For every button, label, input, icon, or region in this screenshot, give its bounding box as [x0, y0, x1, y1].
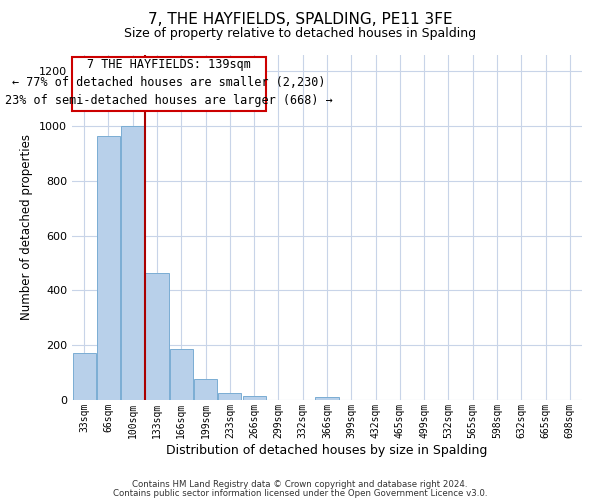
Y-axis label: Number of detached properties: Number of detached properties: [20, 134, 34, 320]
Bar: [194, 380, 217, 400]
FancyBboxPatch shape: [73, 57, 266, 111]
Bar: [218, 393, 241, 400]
Bar: [97, 136, 120, 400]
Bar: [73, 354, 95, 400]
Text: Contains HM Land Registry data © Crown copyright and database right 2024.: Contains HM Land Registry data © Crown c…: [132, 480, 468, 489]
Text: ← 77% of detached houses are smaller (2,230): ← 77% of detached houses are smaller (2,…: [13, 76, 326, 88]
Text: 7 THE HAYFIELDS: 139sqm: 7 THE HAYFIELDS: 139sqm: [87, 58, 251, 70]
X-axis label: Distribution of detached houses by size in Spalding: Distribution of detached houses by size …: [166, 444, 488, 456]
Bar: [316, 398, 338, 400]
Text: 23% of semi-detached houses are larger (668) →: 23% of semi-detached houses are larger (…: [5, 94, 333, 107]
Bar: [121, 126, 144, 400]
Text: Contains public sector information licensed under the Open Government Licence v3: Contains public sector information licen…: [113, 489, 487, 498]
Bar: [170, 350, 193, 400]
Text: 7, THE HAYFIELDS, SPALDING, PE11 3FE: 7, THE HAYFIELDS, SPALDING, PE11 3FE: [148, 12, 452, 28]
Bar: [242, 396, 266, 400]
Bar: [145, 272, 169, 400]
Text: Size of property relative to detached houses in Spalding: Size of property relative to detached ho…: [124, 28, 476, 40]
